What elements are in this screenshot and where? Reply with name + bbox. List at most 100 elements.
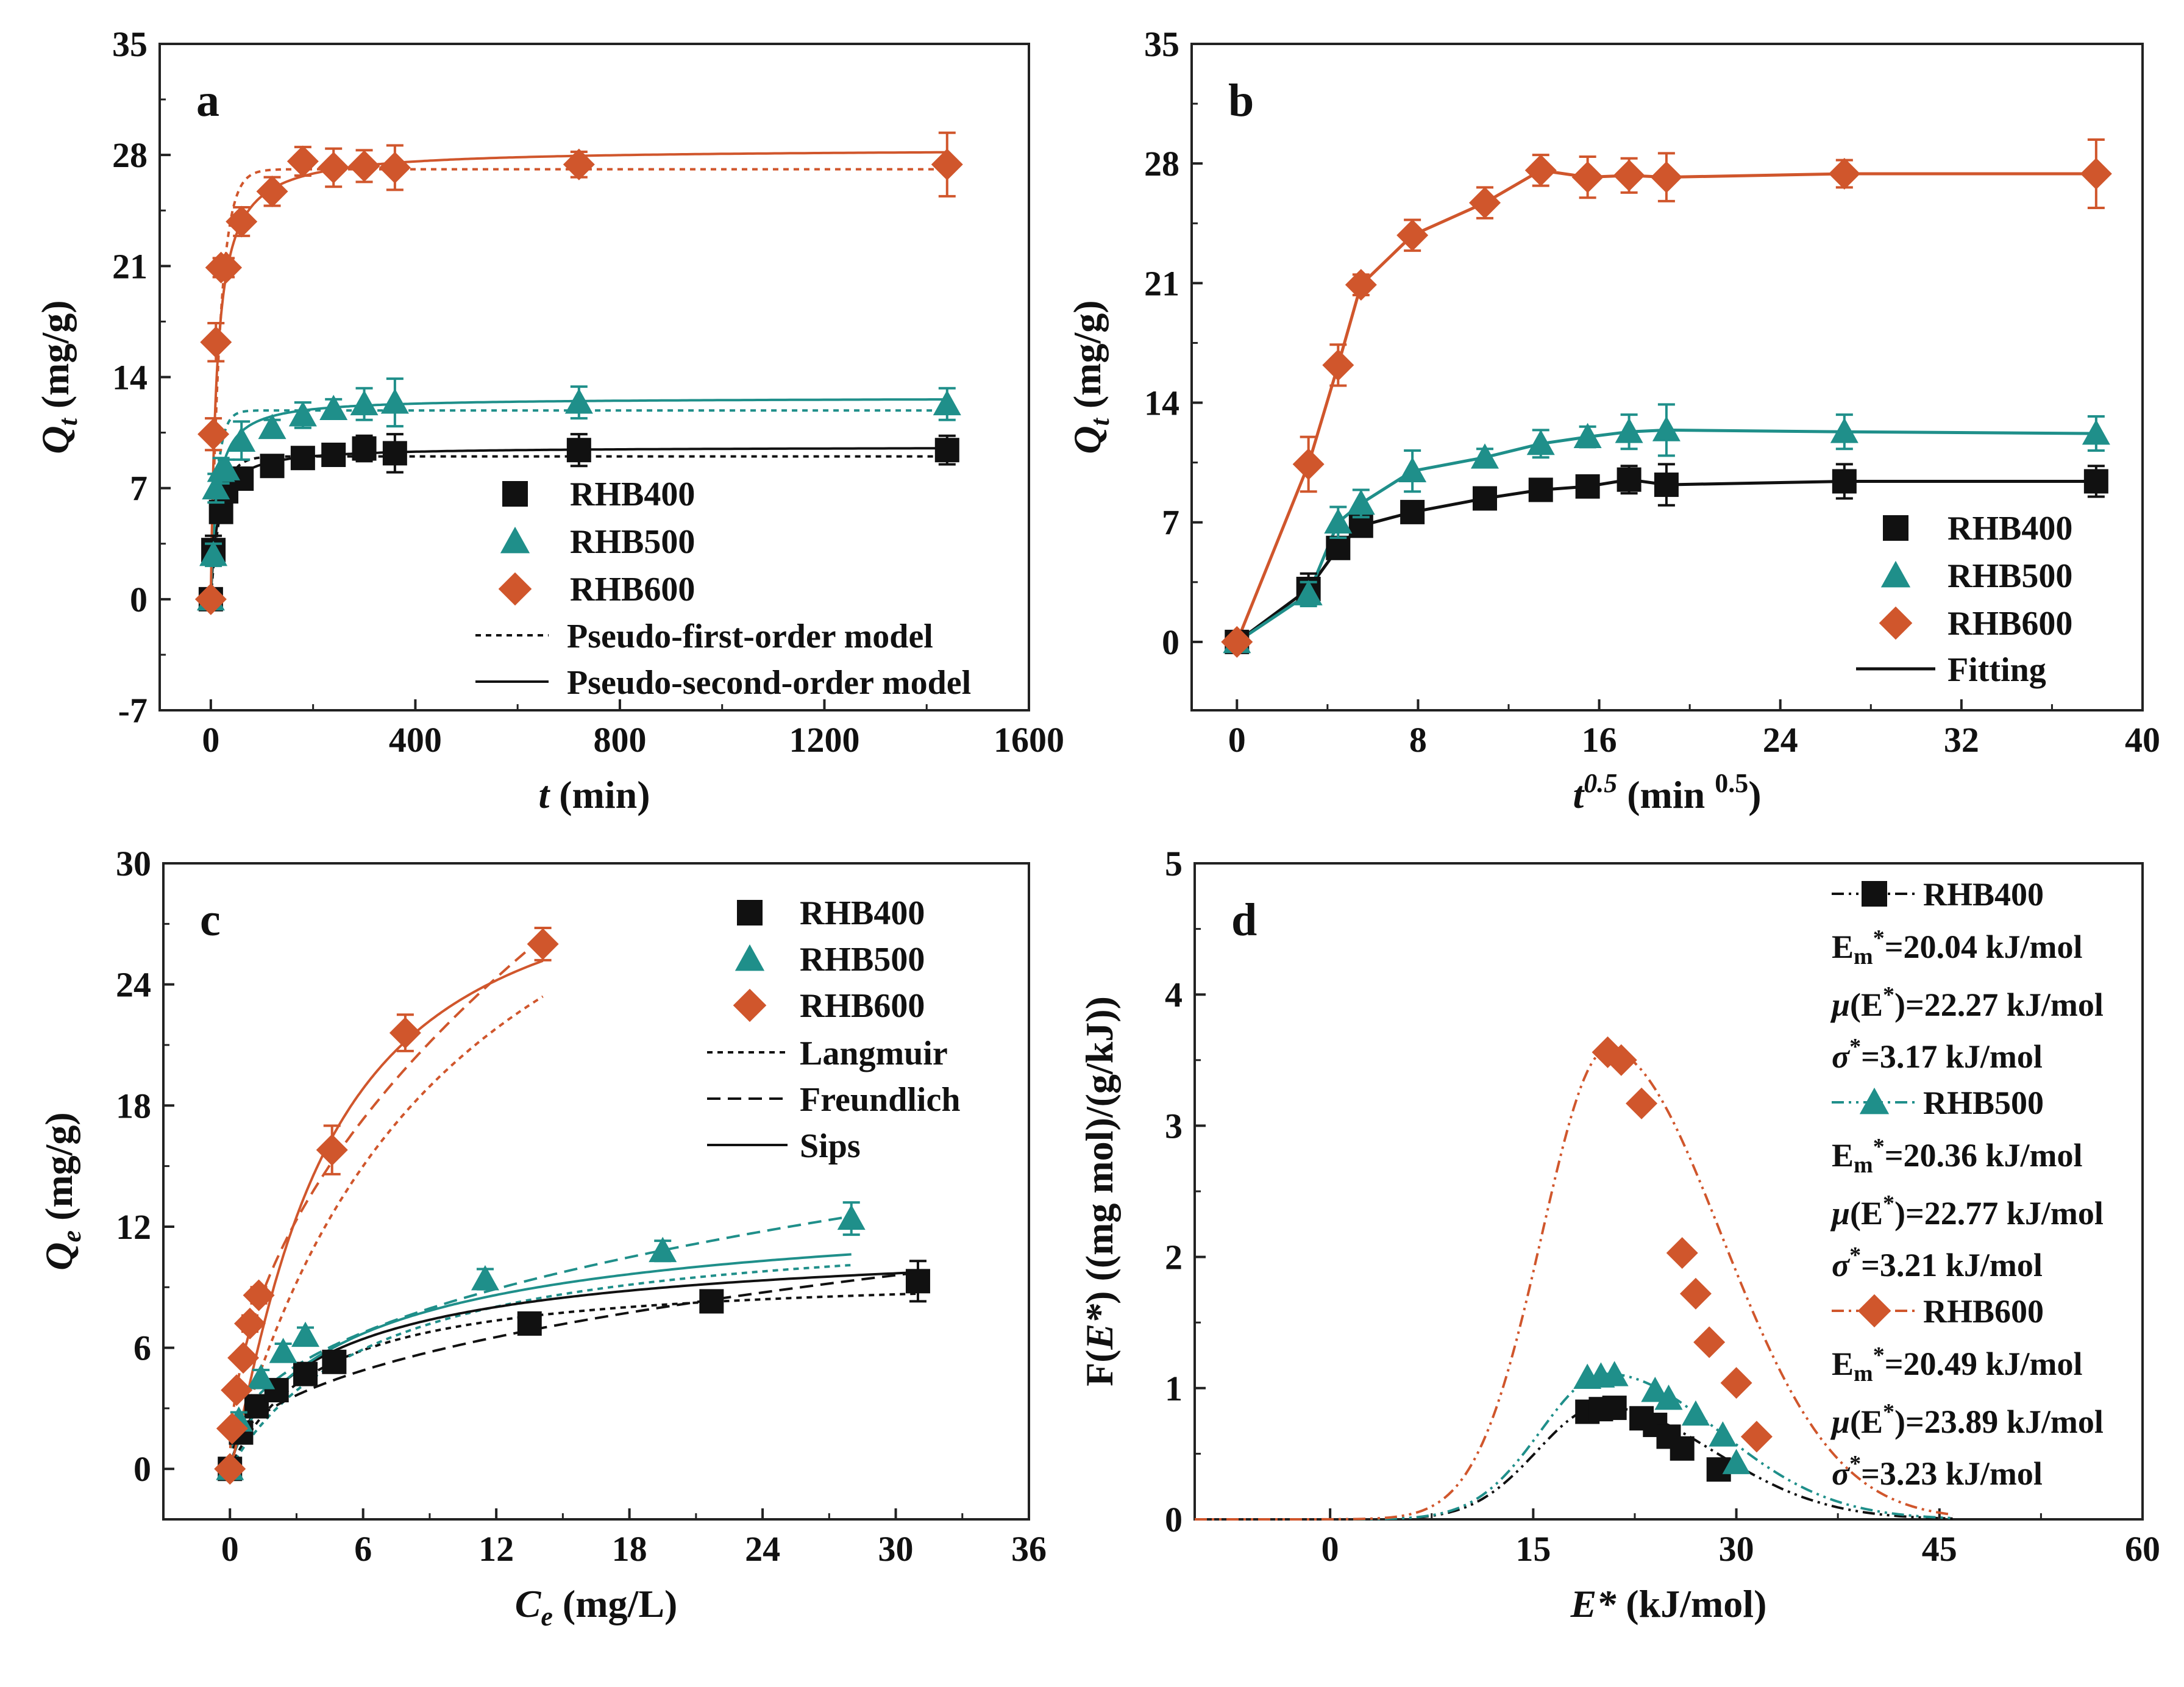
- x-tick-label: 12: [478, 1529, 514, 1569]
- plot-frame: [158, 43, 1030, 712]
- data-point-RHB600: [221, 1374, 253, 1407]
- legend-marker-RHB400: [737, 900, 763, 926]
- y-axis-sub: t: [53, 417, 83, 426]
- data-point-RHB500: [1398, 457, 1427, 483]
- x-axis-title: t0.5 (min 0.5): [1573, 768, 1761, 816]
- fit-curve-langmuir-RHB500: [229, 1264, 852, 1471]
- y-axis-unit: (mg/g): [37, 1112, 80, 1230]
- data-point-RHB400: [2083, 469, 2108, 494]
- y-axis-unit: ) ((mg mol)/(g/kJ)): [1078, 996, 1121, 1304]
- plot-frame: [1190, 43, 2144, 712]
- y-tick-label: 35: [1144, 24, 1179, 64]
- data-point-RHB400: [1670, 1436, 1695, 1461]
- legend-label: RHB600: [1947, 605, 2072, 643]
- legend-marker-RHB400: [1883, 515, 1908, 541]
- distribution-curve-RHB500: [1195, 1372, 1954, 1521]
- y-axis-title: Qt (mg/g): [34, 300, 83, 454]
- y-tick-label: 14: [1144, 383, 1179, 423]
- legend-marker-RHB400: [1862, 881, 1887, 907]
- x-axis-unit: (kJ/mol): [1616, 1582, 1766, 1625]
- legend-label: Freundlich: [800, 1081, 960, 1119]
- x-tick-label: 0: [202, 720, 219, 760]
- data-point-RHB600: [2080, 157, 2112, 190]
- x-tick-label: 800: [593, 720, 646, 760]
- x-tick-label: 24: [1763, 720, 1798, 760]
- data-point-RHB600: [1221, 626, 1253, 658]
- stat-symbol: (E: [1850, 1403, 1883, 1440]
- data-point-RHB500: [1709, 1421, 1737, 1447]
- data-point-RHB500: [1652, 416, 1681, 441]
- data-point-RHB600: [563, 148, 595, 180]
- data-point-RHB600: [1720, 1367, 1752, 1399]
- distribution-curve-RHB400: [1195, 1405, 1954, 1521]
- x-tick-label: 30: [878, 1529, 914, 1569]
- stat-symbol: μ: [1830, 1403, 1850, 1440]
- x-tick-label: 32: [1944, 720, 1979, 760]
- stat-symbol: E: [1832, 1346, 1854, 1382]
- stat-sigma: σ*=3.21 kJ/mol: [1832, 1243, 2043, 1283]
- data-point-RHB500: [288, 401, 317, 427]
- y-tick-label: 30: [116, 844, 151, 883]
- x-axis-unit: (min): [549, 773, 650, 816]
- data-point-RHB500: [1324, 508, 1353, 534]
- stat-mu: μ(E*)=22.77 kJ/mol: [1830, 1191, 2104, 1232]
- x-tick-label: 30: [1719, 1529, 1754, 1569]
- data-point-RHB500: [1471, 443, 1499, 469]
- x-tick-label: 16: [1582, 720, 1617, 760]
- legend-marker-RHB600: [498, 572, 532, 606]
- panel-label: c: [200, 894, 221, 946]
- x-tick-label: 0: [1228, 720, 1246, 760]
- x-axis-title: t (min): [538, 773, 650, 816]
- x-axis-var: t: [538, 773, 550, 816]
- data-point-RHB600: [1626, 1087, 1658, 1119]
- y-tick-label: 21: [112, 246, 148, 286]
- stat-symbol: E: [1832, 1137, 1854, 1174]
- stat-sigma: σ*=3.23 kJ/mol: [1832, 1451, 2043, 1492]
- y-tick-label: 0: [133, 1449, 151, 1489]
- data-point-RHB600: [1679, 1277, 1712, 1310]
- data-point-RHB400: [382, 441, 407, 466]
- data-point-RHB500: [258, 413, 286, 440]
- stat-sup: *: [1849, 1034, 1861, 1060]
- legend-label: RHB600: [1923, 1293, 2044, 1330]
- x-axis-sup: 0.5: [1584, 768, 1617, 798]
- data-point-RHB500: [1681, 1400, 1710, 1426]
- y-tick-label: 0: [130, 580, 148, 619]
- data-point-RHB600: [348, 150, 380, 182]
- stat-symbol: μ: [1830, 1195, 1850, 1232]
- panel-label: a: [196, 75, 219, 126]
- panel-c: 0 6 12 18 24 30 36 0 6 12 18 24 30 c Ce (mg/L) Qe (mg/g…: [37, 844, 1047, 1632]
- y-tick-label: 12: [116, 1207, 151, 1247]
- data-point-RHB500: [269, 1338, 297, 1363]
- data-point-RHB500: [380, 388, 409, 414]
- data-point-RHB400: [1832, 469, 1857, 494]
- fit-line-RHB600: [1235, 168, 2096, 643]
- stat-symbol: μ: [1830, 986, 1850, 1023]
- stat-sup: *: [1873, 1134, 1885, 1160]
- data-point-RHB600: [389, 1017, 421, 1049]
- data-point-RHB400: [699, 1289, 724, 1314]
- data-point-RHB600: [1650, 161, 1682, 193]
- data-point-RHB600: [200, 326, 232, 358]
- data-point-RHB600: [1828, 157, 1860, 190]
- stat-sup: *: [1849, 1243, 1861, 1268]
- stat-sub: m: [1854, 944, 1873, 969]
- data-point-RHB500: [1615, 418, 1643, 443]
- distribution-curve-RHB600: [1195, 1048, 1954, 1521]
- y-axis-title: Qt (mg/g): [1065, 300, 1115, 454]
- stat-symbol: (E: [1850, 986, 1883, 1023]
- x-axis-unit: (min: [1617, 773, 1715, 816]
- x-tick-label: 18: [612, 1529, 647, 1569]
- data-point-RHB500: [933, 390, 961, 416]
- data-point-RHB600: [243, 1279, 275, 1311]
- plot-frame: [162, 862, 1030, 1521]
- y-tick-label: 0: [1162, 622, 1179, 662]
- stat-sigma: σ*=3.17 kJ/mol: [1832, 1034, 2043, 1075]
- y-tick-label: 28: [1144, 144, 1179, 184]
- legend-label: Fitting: [1947, 651, 2046, 689]
- data-point-RHB400: [260, 454, 285, 479]
- legend-marker-RHB500: [1880, 560, 1911, 588]
- x-tick-label: 15: [1515, 1529, 1551, 1569]
- stat-symbol: (E: [1850, 1195, 1883, 1232]
- data-point-RHB600: [1740, 1421, 1773, 1453]
